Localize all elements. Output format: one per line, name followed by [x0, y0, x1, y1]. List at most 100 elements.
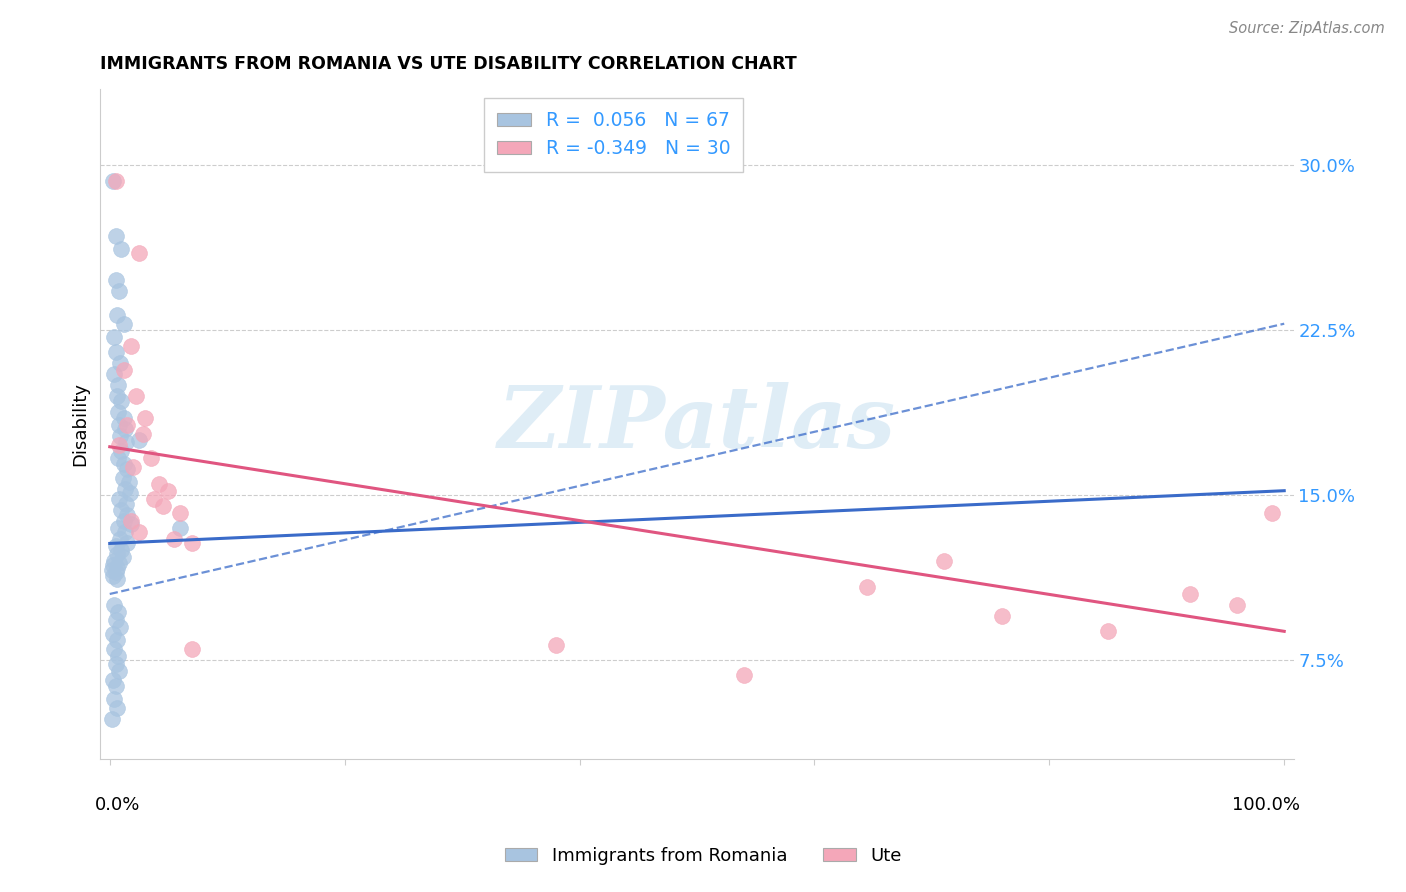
Point: [103, 692, 125, 706]
Point: [1261, 506, 1284, 520]
Point: [104, 228, 127, 243]
Point: [120, 339, 142, 353]
Point: [101, 712, 124, 726]
Point: [105, 701, 128, 715]
Point: [105, 572, 128, 586]
Point: [991, 609, 1014, 624]
Point: [110, 532, 132, 546]
Point: [120, 516, 142, 531]
Point: [115, 435, 138, 450]
Point: [128, 246, 150, 260]
Point: [1097, 624, 1119, 639]
Point: [104, 174, 127, 188]
Text: IMMIGRANTS FROM ROMANIA VS UTE DISABILITY CORRELATION CHART: IMMIGRANTS FROM ROMANIA VS UTE DISABILIT…: [100, 55, 797, 73]
Point: [105, 548, 128, 562]
Point: [110, 503, 132, 517]
Point: [107, 404, 129, 418]
Point: [108, 417, 131, 432]
Point: [148, 477, 170, 491]
Point: [105, 633, 128, 648]
Point: [114, 525, 136, 540]
Point: [114, 422, 136, 436]
Point: [157, 483, 180, 498]
Point: [104, 345, 127, 359]
Point: [112, 411, 135, 425]
Y-axis label: Disability: Disability: [72, 382, 89, 466]
Point: [117, 536, 139, 550]
Point: [117, 417, 139, 432]
Point: [105, 389, 128, 403]
Point: [108, 284, 131, 298]
Point: [114, 482, 136, 496]
Point: [181, 641, 204, 656]
Point: [108, 556, 131, 570]
Point: [104, 613, 127, 627]
Point: [108, 664, 131, 678]
Point: [104, 679, 127, 693]
Point: [112, 458, 135, 472]
Point: [103, 673, 125, 687]
Point: [111, 470, 134, 484]
Point: [105, 308, 128, 322]
Point: [103, 554, 125, 568]
Point: [134, 411, 156, 425]
Point: [107, 648, 129, 663]
Point: [105, 560, 128, 574]
Point: [103, 598, 125, 612]
Point: [169, 521, 191, 535]
Point: [103, 558, 125, 573]
Point: [122, 459, 145, 474]
Point: [103, 368, 125, 382]
Point: [124, 389, 146, 403]
Point: [103, 330, 125, 344]
Point: [110, 242, 132, 256]
Point: [104, 539, 127, 553]
Point: [932, 554, 955, 568]
Point: [112, 317, 135, 331]
Point: [169, 506, 191, 520]
Legend: R =  0.056   N = 67, R = -0.349   N = 30: R = 0.056 N = 67, R = -0.349 N = 30: [484, 98, 744, 171]
Point: [107, 521, 129, 535]
Point: [111, 549, 134, 564]
Point: [110, 543, 132, 558]
Point: [128, 433, 150, 447]
Point: [152, 499, 174, 513]
Legend: Immigrants from Romania, Ute: Immigrants from Romania, Ute: [498, 840, 908, 872]
Point: [112, 515, 135, 529]
Point: [110, 393, 132, 408]
Point: [143, 492, 166, 507]
Point: [118, 486, 141, 500]
Text: 100.0%: 100.0%: [1232, 796, 1299, 814]
Point: [1226, 598, 1249, 612]
Point: [104, 565, 127, 579]
Point: [117, 461, 139, 475]
Point: [107, 378, 129, 392]
Point: [103, 569, 125, 583]
Text: Source: ZipAtlas.com: Source: ZipAtlas.com: [1229, 21, 1385, 36]
Point: [112, 363, 135, 377]
Point: [117, 475, 139, 489]
Point: [1180, 587, 1202, 601]
Text: ZIPatlas: ZIPatlas: [498, 382, 896, 466]
Point: [108, 437, 131, 451]
Point: [108, 492, 131, 507]
Point: [120, 515, 142, 529]
Point: [128, 525, 150, 540]
Point: [110, 356, 132, 370]
Point: [117, 508, 139, 522]
Point: [733, 668, 755, 682]
Point: [101, 563, 124, 577]
Point: [544, 638, 567, 652]
Point: [107, 450, 129, 465]
Point: [103, 626, 125, 640]
Point: [107, 605, 129, 619]
Point: [104, 273, 127, 287]
Point: [856, 581, 879, 595]
Point: [110, 429, 132, 443]
Point: [104, 657, 127, 672]
Point: [103, 174, 125, 188]
Text: 0.0%: 0.0%: [94, 796, 139, 814]
Point: [103, 641, 125, 656]
Point: [181, 536, 204, 550]
Point: [139, 450, 162, 465]
